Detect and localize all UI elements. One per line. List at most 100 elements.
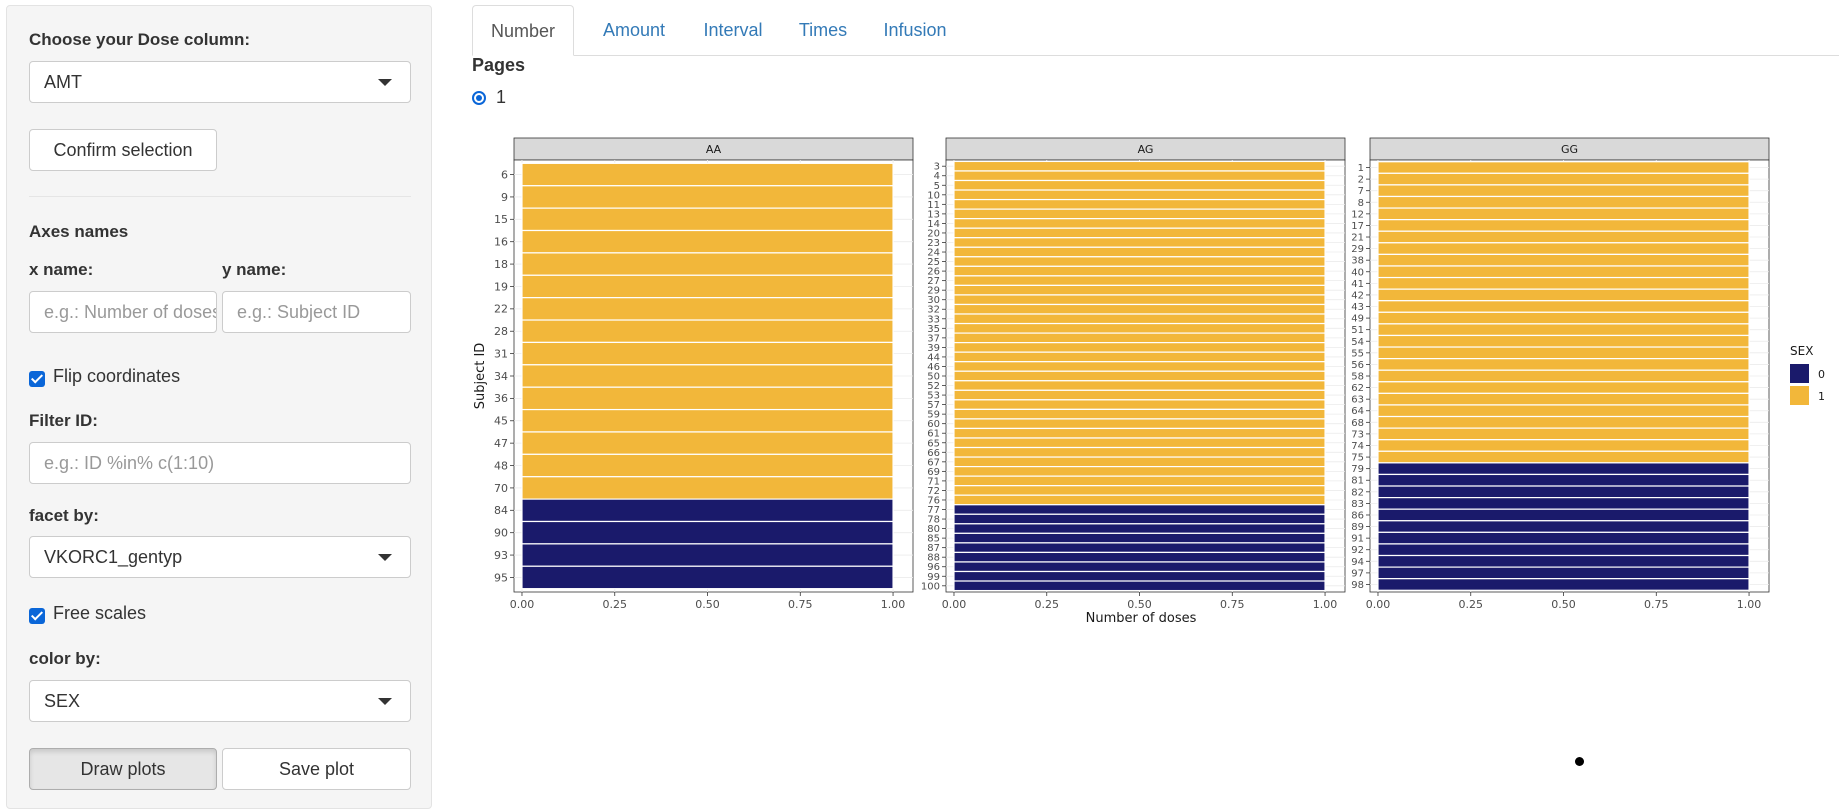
x-tick-label: 0.00 — [510, 598, 534, 611]
tab-infusion[interactable]: Infusion — [883, 20, 947, 40]
flip-coordinates-checkbox[interactable] — [29, 371, 45, 387]
y-tick-label: 82 — [1351, 487, 1364, 498]
y-tick-label: 47 — [494, 437, 508, 450]
cursor-dot — [1575, 757, 1584, 766]
bar — [953, 237, 1326, 248]
y-tick-label: 98 — [1351, 580, 1364, 591]
bar — [1377, 554, 1750, 568]
y-tick-label: 96 — [927, 562, 940, 573]
y-tick-label: 63 — [1351, 395, 1364, 406]
bar — [1377, 346, 1750, 360]
axes-names-heading: Axes names — [29, 222, 129, 241]
y-tick-label: 2 — [1358, 175, 1364, 186]
y-tick-label: 52 — [927, 381, 940, 392]
y-tick-label: 89 — [1351, 522, 1364, 533]
y-tick-label: 37 — [927, 333, 940, 344]
y-tick-label: 15 — [494, 213, 508, 226]
y-tick-label: 58 — [1351, 372, 1364, 383]
y-tick-label: 44 — [927, 352, 940, 363]
y-tick-label: 29 — [927, 286, 940, 297]
x-tick-label: 1.00 — [881, 598, 906, 611]
bar — [1377, 230, 1750, 244]
x-tick-label: 0.00 — [942, 598, 967, 611]
x-tick-label: 0.25 — [1458, 598, 1483, 611]
divider — [29, 196, 411, 197]
y-tick-label: 62 — [1351, 383, 1364, 394]
y-tick-label: 29 — [1351, 244, 1364, 255]
x-tick-label: 0.50 — [1127, 598, 1152, 611]
facet-by-select[interactable]: VKORC1_gentyp — [29, 536, 411, 578]
y-tick-label: 56 — [1351, 360, 1364, 371]
y-tick-label: 26 — [927, 267, 940, 278]
legend-key — [1790, 386, 1809, 405]
y-tick-label: 27 — [927, 276, 940, 287]
bar — [953, 427, 1326, 439]
tab-number[interactable]: Number — [472, 5, 574, 56]
bar — [953, 170, 1326, 182]
y-tick-label: 45 — [494, 415, 508, 428]
bar — [1377, 531, 1750, 545]
y-tick-label: 20 — [927, 228, 940, 239]
free-scales-checkbox[interactable] — [29, 608, 45, 624]
tab-interval[interactable]: Interval — [703, 20, 763, 40]
y-tick-label: 7 — [1358, 186, 1364, 197]
bar — [953, 361, 1326, 372]
bar — [1377, 439, 1750, 452]
bar — [1377, 265, 1750, 279]
color-by-value: SEX — [44, 691, 81, 711]
legend-title: SEX — [1790, 344, 1813, 358]
draw-plots-button[interactable]: Draw plots — [29, 748, 217, 790]
x-tick-label: 0.25 — [1034, 598, 1059, 611]
bar — [1377, 497, 1750, 510]
y-tick-label: 33 — [927, 314, 940, 325]
x-tick-label: 0.50 — [1551, 598, 1576, 611]
y-tick-label: 61 — [927, 429, 940, 440]
y-tick-label: 4 — [934, 171, 940, 182]
y-name-input[interactable]: e.g.: Subject ID — [222, 291, 411, 333]
page-1-radio[interactable] — [472, 91, 486, 105]
bar — [521, 207, 894, 232]
filter-id-input[interactable]: e.g.: ID %in% c(1:10) — [29, 442, 411, 484]
y-tick-label: 10 — [927, 190, 940, 201]
bar — [953, 485, 1326, 496]
y-tick-label: 60 — [927, 419, 940, 430]
y-tick-label: 38 — [1351, 256, 1364, 267]
y-tick-label: 55 — [1351, 348, 1364, 359]
y-tick-label: 77 — [927, 505, 940, 516]
bar — [1377, 369, 1750, 383]
bar — [953, 284, 1326, 296]
bar — [1377, 450, 1750, 464]
x-name-label: x name: — [29, 260, 94, 279]
bar — [953, 465, 1326, 477]
bar — [953, 189, 1326, 201]
bar — [953, 275, 1326, 287]
y-tick-label: 1 — [1358, 163, 1364, 174]
chevron-down-icon — [378, 698, 392, 705]
y-tick-label: 65 — [927, 438, 940, 449]
x-name-input[interactable]: e.g.: Number of doses — [29, 291, 217, 333]
y-tick-label: 81 — [1351, 476, 1364, 487]
color-by-select[interactable]: SEX — [29, 680, 411, 722]
tab-times[interactable]: Times — [798, 20, 848, 40]
pages-label: Pages — [472, 55, 526, 75]
y-tick-label: 80 — [927, 524, 940, 535]
bar — [521, 185, 894, 209]
bar — [953, 294, 1326, 306]
y-tick-label: 76 — [927, 495, 940, 506]
bar — [1377, 578, 1750, 591]
legend-label: 1 — [1818, 390, 1825, 403]
bar — [953, 208, 1326, 220]
confirm-selection-button[interactable]: Confirm selection — [29, 129, 217, 171]
tab-amount[interactable]: Amount — [602, 20, 666, 40]
y-tick-label: 21 — [1351, 233, 1364, 244]
page-1-label: 1 — [496, 87, 507, 107]
dose-column-select[interactable]: AMT — [29, 61, 411, 103]
y-tick-label: 54 — [1351, 337, 1364, 348]
bar — [521, 565, 894, 590]
y-tick-label: 85 — [927, 534, 940, 545]
bar — [521, 162, 894, 187]
facet-strip-label: AA — [706, 143, 722, 156]
save-plot-button[interactable]: Save plot — [222, 748, 411, 790]
y-tick-label: 71 — [927, 476, 940, 487]
y-name-label: y name: — [222, 260, 287, 279]
